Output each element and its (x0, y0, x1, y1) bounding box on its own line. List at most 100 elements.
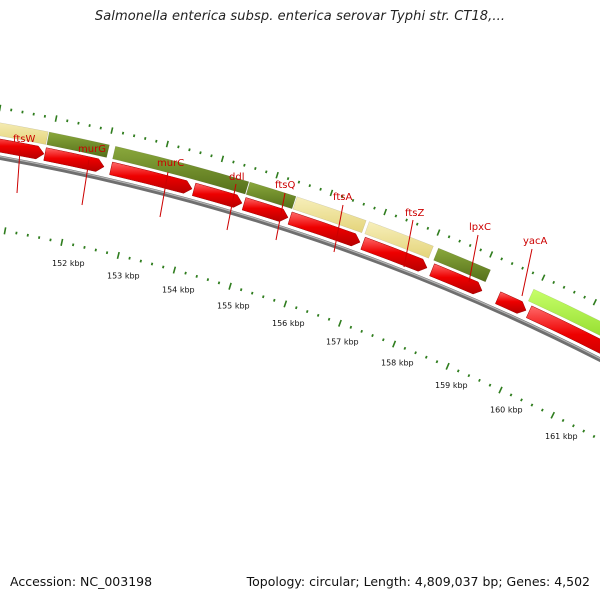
upper-tick-mark (489, 251, 494, 258)
cds-arrow-track (0, 138, 600, 354)
upper-tick-mark (329, 189, 334, 197)
upper-tick-mark (436, 229, 441, 236)
lower-tick-mark (530, 403, 534, 407)
lower-tick-mark (488, 383, 492, 387)
kbp-tick-label: 161 kbp (545, 432, 578, 441)
gene-leader-line (275, 192, 286, 241)
cds-arrow (109, 161, 193, 194)
gene-leader-line (81, 159, 90, 206)
upper-tick-mark (54, 115, 58, 122)
gene-leader-line (403, 219, 414, 268)
lower-tick-mark (150, 262, 154, 266)
lower-tick-mark (561, 418, 565, 423)
gene-label-ftsa: ftsA (333, 192, 352, 203)
lower-tick-mark (456, 369, 460, 373)
gene-leader-line (521, 248, 533, 297)
lower-tick-mark (250, 291, 254, 295)
topology-summary-text: Topology: circular; Length: 4,809,037 bp… (246, 574, 590, 589)
upper-tick-mark (155, 139, 158, 143)
cds-arrow (43, 147, 105, 172)
genome-backbone-highlight (0, 156, 600, 360)
cds-arrow (191, 182, 243, 208)
lower-tick-mark (572, 424, 575, 428)
kbp-tick-label: 155 kbp (217, 301, 250, 310)
upper-tick-mark (88, 124, 91, 128)
gene-label-ftsq: ftsQ (275, 180, 295, 191)
lower-tick-mark (184, 271, 187, 275)
upper-tick-mark (265, 170, 268, 174)
feature-bar (112, 145, 250, 195)
feature-bar (433, 247, 491, 283)
upper-tick-mark (243, 163, 246, 167)
gene-label-murc: murC (157, 158, 184, 169)
lower-tick-mark (520, 398, 523, 402)
kbp-tick-label: 153 kbp (107, 271, 140, 280)
gene-leader-line (159, 171, 169, 218)
kbp-label-layer: 152 kbp 153 kbp 154 kbp 155 kbp 156 kbp 157 k… (52, 259, 578, 441)
upper-tick-mark (110, 127, 114, 134)
upper-tick-mark (220, 155, 225, 163)
upper-tick-mark (552, 280, 556, 285)
lower-tick-mark (305, 309, 309, 314)
cds-arrow (241, 197, 289, 222)
kbp-tick-label: 158 kbp (381, 359, 414, 368)
lower-tick-mark (71, 243, 75, 247)
upper-tick-mark (121, 131, 125, 135)
upper-tick-mark (132, 134, 136, 138)
lower-tick-mark (403, 346, 407, 350)
cds-arrow (525, 305, 600, 354)
lower-tick-mark (316, 313, 320, 317)
upper-tick-row (0, 104, 598, 306)
upper-tick-mark (468, 243, 472, 248)
lower-tick-mark (262, 295, 265, 299)
lower-tick-mark (206, 278, 210, 282)
upper-tick-mark (373, 206, 376, 210)
upper-tick-mark (383, 208, 388, 216)
upper-tick-mark (521, 266, 524, 270)
lower-tick-mark (327, 317, 331, 321)
lower-tick-mark (228, 282, 232, 290)
gene-label-yaca: yacA (523, 236, 548, 247)
upper-tick-mark (144, 136, 147, 140)
lower-tick-mark (592, 434, 596, 439)
cds-arrow (287, 211, 361, 247)
upper-tick-mark (479, 248, 483, 252)
kbp-tick-label: 157 kbp (326, 338, 359, 347)
upper-tick-mark (458, 239, 461, 243)
cds-arrow (429, 263, 483, 295)
lower-tick-mark (382, 338, 385, 342)
kbp-tick-label: 154 kbp (162, 286, 195, 295)
upper-tick-mark (275, 171, 279, 179)
upper-tick-mark (562, 285, 566, 289)
upper-tick-mark (165, 140, 169, 148)
feature-bar (527, 288, 600, 336)
upper-tick-mark (405, 218, 408, 222)
upper-tick-mark (447, 235, 451, 239)
lower-tick-mark (37, 236, 41, 240)
upper-tick-mark (394, 214, 398, 218)
lower-tick-mark (509, 393, 513, 397)
map-title: Salmonella enterica subsp. enterica sero… (94, 9, 506, 24)
feature-bar (0, 122, 49, 145)
upper-tick-mark (66, 119, 69, 123)
cds-arrow (0, 138, 45, 160)
upper-tick-mark (188, 148, 191, 152)
upper-tick-mark (43, 114, 47, 118)
upper-tick-mark (583, 295, 586, 299)
upper-tick-mark (77, 121, 80, 125)
lower-tick-mark (478, 378, 481, 382)
lower-tick-mark (172, 266, 177, 274)
upper-tick-mark (415, 222, 419, 226)
upper-tick-mark (531, 271, 535, 275)
gene-label-lpxc: lpxC (469, 222, 491, 233)
lower-tick-mark (162, 265, 165, 269)
lower-tick-mark (273, 298, 276, 302)
upper-tick-mark (99, 126, 102, 130)
lower-tick-mark (582, 429, 586, 433)
upper-tick-mark (232, 160, 235, 164)
lower-tick-mark (414, 351, 417, 355)
lower-tick-mark (3, 227, 7, 235)
feature-bar (46, 131, 110, 158)
upper-tick-mark (572, 290, 576, 294)
gene-label-murg: murG (78, 144, 106, 155)
